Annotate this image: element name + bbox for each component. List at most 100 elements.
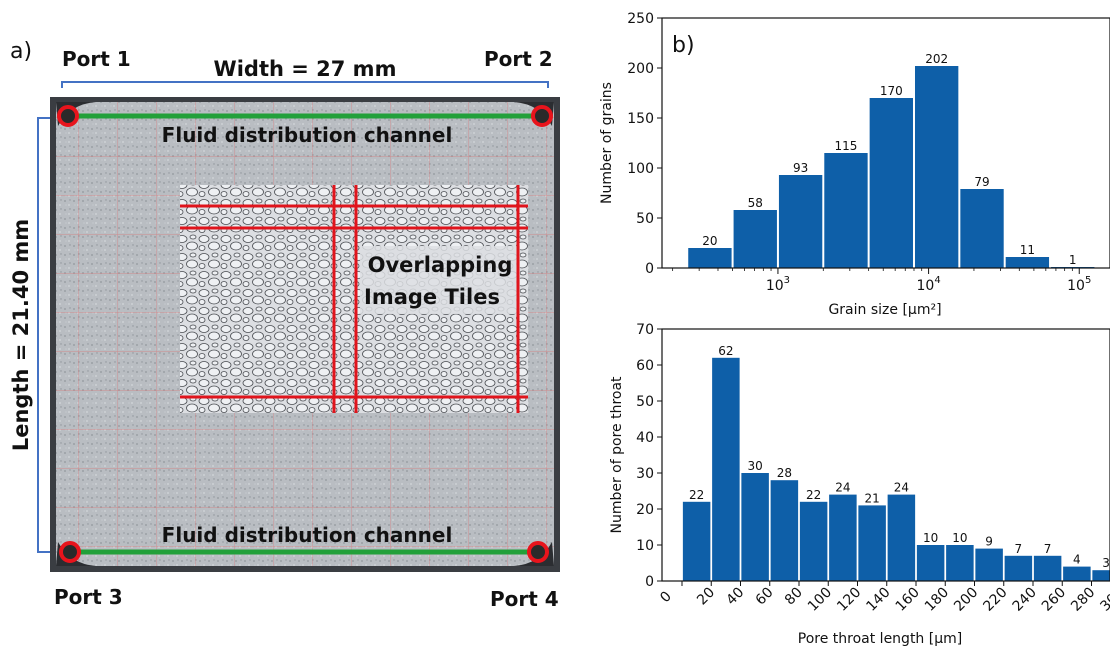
length-bracket — [37, 117, 50, 553]
grain-plot-frame — [661, 17, 1110, 269]
pore-bar — [741, 473, 769, 581]
pore-bar-value-label: 22 — [806, 488, 821, 502]
pore-y-tick-label: 30 — [636, 466, 654, 482]
width-label: Width = 27 mm — [214, 57, 397, 81]
grain-bar — [688, 248, 732, 268]
pore-x-tick-label: 220 — [980, 585, 1010, 615]
grain-bar-value-label: 93 — [793, 161, 808, 175]
grain-bar-value-label: 115 — [835, 139, 858, 153]
grain-bar — [914, 66, 959, 268]
grain-bar-value-label: 170 — [880, 84, 903, 98]
grain-y-tick-label: 200 — [627, 61, 654, 77]
pore-bar-value-label: 28 — [777, 466, 792, 480]
grain-y-tick-label: 0 — [645, 261, 654, 277]
pore-x-tick-label: 140 — [863, 585, 893, 615]
pore-bar-value-label: 9 — [985, 535, 993, 549]
pore-bar — [858, 505, 886, 581]
grain-bar-value-label: 202 — [925, 52, 948, 66]
pore-x-tick-label: 260 — [1039, 585, 1069, 615]
pore-x-tick-label: 100 — [805, 585, 835, 615]
pore-bar — [829, 494, 857, 581]
pore-bar-value-label: 24 — [894, 481, 909, 495]
grain-y-tick-label: 100 — [627, 161, 654, 177]
pore-bar-value-label: 4 — [1073, 553, 1081, 567]
port-1-label: Port 1 — [62, 47, 131, 71]
pore-plot-frame — [661, 328, 1110, 582]
grain-bar-value-label: 58 — [748, 196, 763, 210]
grain-bar — [824, 153, 868, 268]
pore-bar-value-label: 30 — [747, 459, 762, 473]
pore-bar — [712, 357, 740, 581]
grain-y-tick-label: 150 — [627, 111, 654, 127]
pore-bar-value-label: 24 — [835, 481, 850, 495]
pore-y-tick-label: 10 — [636, 538, 654, 554]
port-3-marker — [59, 541, 81, 563]
pore-x-tick-label: 200 — [951, 585, 981, 615]
pore-bar-value-label: 7 — [1015, 542, 1023, 556]
pore-x-tick-label: 40 — [723, 585, 747, 609]
pore-bar — [682, 501, 711, 581]
pore-bar-value-label: 3 — [1102, 556, 1110, 570]
pore-y-tick-label: 20 — [636, 502, 654, 518]
pore-x-tick-label: 80 — [782, 585, 806, 609]
pore-x-tick-label: 240 — [1010, 585, 1040, 615]
pore-bar — [1004, 555, 1033, 581]
pore-x-tick-label: 20 — [694, 585, 718, 609]
pore-bars: 22 62 30 28 22 24 21 24 10 10 9 7 7 4 3 — [682, 344, 1110, 581]
pore-y-tick-label: 70 — [636, 322, 654, 338]
pore-x-tick-label: 300 — [1097, 585, 1110, 615]
pore-bar — [975, 548, 1003, 581]
grain-bar — [960, 189, 1004, 268]
tiles-label-line-2: Image Tiles — [364, 285, 500, 309]
pore-y-tick-label: 0 — [645, 574, 654, 590]
pore-bar — [1063, 566, 1091, 581]
grain-y-tick-label: 250 — [627, 11, 654, 27]
width-bracket — [61, 81, 549, 88]
pore-x-tick-label: 0 — [657, 589, 675, 607]
length-label: Length = 21.40 mm — [9, 219, 33, 451]
pore-bar — [1033, 555, 1062, 581]
pore-bar — [770, 480, 799, 581]
port-4-label: Port 4 — [490, 587, 559, 611]
grain-axis-ticks: 0 50 100 150 200 250 103 104 105 — [627, 11, 1091, 294]
pore-bar-value-label: 10 — [952, 531, 967, 545]
pore-bar — [1092, 570, 1110, 581]
port-2-label: Port 2 — [484, 47, 553, 71]
pore-bar-value-label: 22 — [689, 488, 704, 502]
pore-x-axis-label: Pore throat length [μm] — [798, 631, 962, 647]
pore-x-tick-label: 60 — [753, 585, 777, 609]
grain-x-tick-label: 105 — [1067, 275, 1091, 294]
pore-x-tick-label: 160 — [893, 585, 923, 615]
grain-bar-value-label: 11 — [1020, 243, 1035, 257]
pore-y-tick-label: 50 — [636, 394, 654, 410]
panel-a: a) Width = 27 mm Length = 21.40 mm Port … — [9, 39, 560, 611]
pore-y-tick-label: 40 — [636, 430, 654, 446]
pore-bar — [887, 494, 916, 581]
port-2-marker — [531, 105, 553, 127]
pore-bar-value-label: 10 — [923, 531, 938, 545]
pore-bar — [799, 501, 828, 581]
grain-bar-value-label: 79 — [974, 175, 989, 189]
channel-bottom-label: Fluid distribution channel — [162, 523, 453, 547]
pore-bar — [946, 545, 974, 581]
grain-bar — [778, 175, 823, 268]
grain-x-axis-label: Grain size [μm²] — [828, 302, 941, 318]
tiles-label-line-1: Overlapping — [368, 253, 513, 277]
pore-throat-chart: 22 62 30 28 22 24 21 24 10 10 9 7 7 4 3 0 10 20 30 40 50 60 7… — [609, 322, 1110, 647]
pore-bar-value-label: 21 — [864, 491, 879, 505]
port-1-marker — [57, 105, 79, 127]
pore-y-tick-label: 60 — [636, 358, 654, 374]
pore-x-tick-label: 280 — [1068, 585, 1098, 615]
grain-bar-value-label: 20 — [702, 234, 717, 248]
grain-y-axis-label: Number of grains — [599, 82, 615, 204]
pore-y-axis-label: Number of pore throat — [609, 376, 625, 534]
pore-bar — [916, 545, 945, 581]
panel-a-label: a) — [10, 39, 32, 64]
panel-b-label: b) — [672, 33, 695, 58]
pore-x-tick-label: 120 — [834, 585, 864, 615]
pore-bar-value-label: 7 — [1044, 542, 1052, 556]
grain-bar — [869, 98, 913, 268]
